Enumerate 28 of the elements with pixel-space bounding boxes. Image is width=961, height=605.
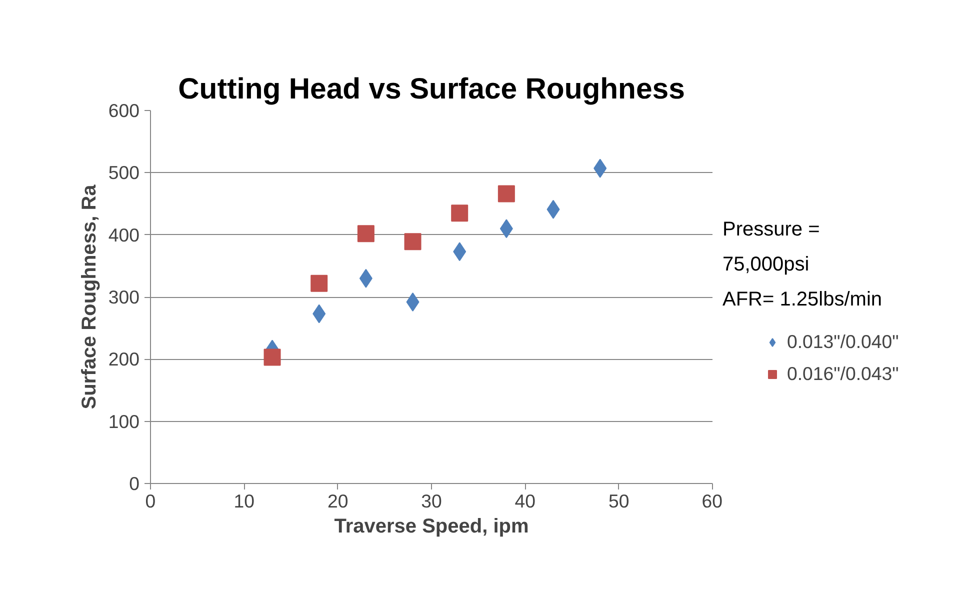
y-tick-label: 0 — [129, 473, 140, 494]
x-tick-label: 50 — [608, 490, 630, 512]
point — [264, 348, 281, 366]
point — [357, 225, 374, 242]
point — [404, 233, 422, 250]
legend-label: 0.016"/0.043" — [787, 363, 899, 385]
x-axis-title: Traverse Speed, ipm — [334, 516, 529, 538]
text: 75,000psi — [722, 254, 810, 276]
x-tick-label: 60 — [702, 490, 723, 512]
x-tick-label: 10 — [234, 490, 255, 512]
chart-title: Cutting Head vs Surface Roughness — [178, 72, 685, 106]
x-tick-label: 30 — [421, 490, 442, 512]
point — [310, 274, 328, 292]
x-tick-label: 40 — [514, 490, 536, 512]
text: AFR= 1.25lbs/min — [722, 288, 882, 310]
y-tick-label: 100 — [108, 410, 140, 432]
text: Pressure = — [722, 218, 820, 240]
y-tick-label: 400 — [108, 224, 140, 246]
y-tick-label: 600 — [108, 100, 140, 121]
legend-label: 0.013"/0.040" — [787, 331, 899, 353]
point — [498, 185, 515, 202]
y-tick-label: 500 — [108, 162, 140, 184]
point — [451, 204, 468, 222]
x-tick-label: 20 — [327, 490, 348, 512]
x-tick-label: 0 — [145, 490, 156, 512]
y-axis-title: Surface Roughness, Ra — [78, 184, 100, 410]
y-tick-label: 200 — [108, 348, 140, 370]
y-tick-label: 300 — [108, 286, 140, 308]
